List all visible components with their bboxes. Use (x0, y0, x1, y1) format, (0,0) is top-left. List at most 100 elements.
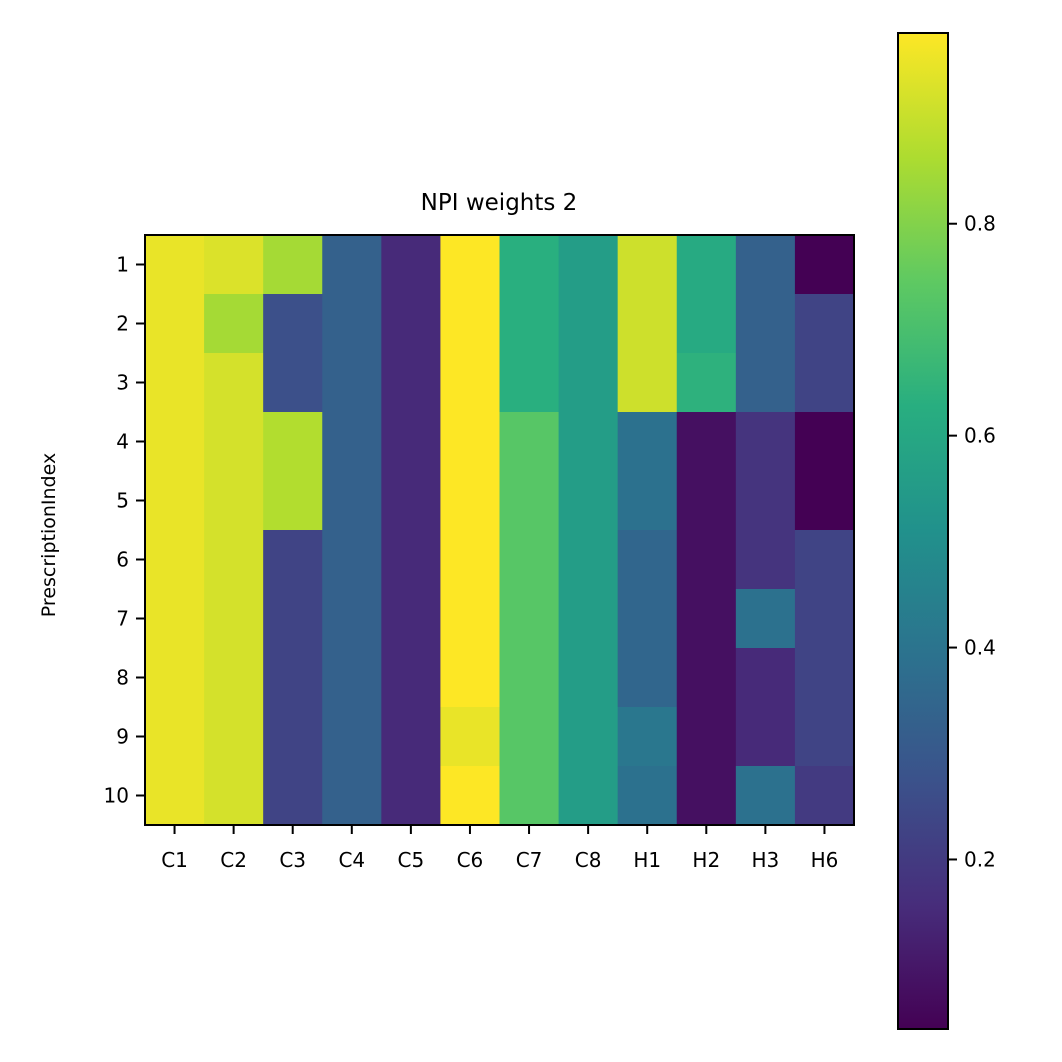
heatmap-cell-r8-c7 (499, 648, 560, 708)
heatmap-cell-r1-c10 (676, 235, 737, 295)
heatmap-cell-r6-c3 (263, 530, 323, 590)
y-tick-label: 4 (116, 430, 129, 454)
heatmap-cell-r3-c6 (440, 353, 501, 413)
heatmap-cell-r5-c9 (617, 471, 678, 531)
heatmap-cell-r6-c8 (558, 530, 619, 590)
heatmap-cell-r7-c8 (558, 589, 619, 649)
heatmap-cell-r10-c9 (617, 766, 678, 826)
heatmap-cell-r5-c2 (204, 471, 264, 531)
heatmap-cell-r8-c10 (676, 648, 737, 708)
heatmap-cell-r9-c12 (794, 707, 855, 767)
heatmap-cell-r4-c10 (676, 412, 737, 472)
heatmap-cell-r1-c3 (263, 235, 323, 295)
heatmap-cell-r9-c9 (617, 707, 678, 767)
heatmap-cell-r4-c4 (322, 412, 382, 472)
colorbar-tick-label: 0.8 (964, 212, 996, 236)
heatmap-cell-r3-c12 (794, 353, 855, 413)
heatmap-cell-r7-c6 (440, 589, 501, 649)
x-tick-label: C4 (338, 848, 365, 872)
heatmap-cell-r7-c11 (735, 589, 796, 649)
heatmap-cell-r6-c5 (381, 530, 442, 590)
heatmap-cell-r1-c5 (381, 235, 442, 295)
heatmap-cell-r6-c7 (499, 530, 560, 590)
heatmap-cell-r2-c11 (735, 294, 796, 354)
heatmap-cell-r9-c4 (322, 707, 382, 767)
heatmap-cell-r6-c10 (676, 530, 737, 590)
y-tick-label: 6 (116, 548, 129, 572)
heatmap-cell-r6-c1 (145, 530, 205, 590)
heatmap-cells (145, 235, 855, 826)
heatmap-cell-r9-c3 (263, 707, 323, 767)
heatmap-cell-r7-c4 (322, 589, 382, 649)
plot-frame (144, 234, 855, 826)
heatmap-cell-r1-c8 (558, 235, 619, 295)
heatmap-cell-r2-c3 (263, 294, 323, 354)
colorbar-tick-label: 0.6 (964, 424, 996, 448)
heatmap-cell-r2-c1 (145, 294, 205, 354)
x-tick-label: C5 (398, 848, 425, 872)
heatmap-cell-r2-c8 (558, 294, 619, 354)
heatmap-cell-r10-c12 (794, 766, 855, 826)
heatmap-cell-r6-c11 (735, 530, 796, 590)
x-tick-label: C8 (575, 848, 602, 872)
heatmap-cell-r3-c1 (145, 353, 205, 413)
heatmap-cell-r1-c2 (204, 235, 264, 295)
heatmap-cell-r8-c6 (440, 648, 501, 708)
heatmap-cell-r7-c12 (794, 589, 855, 649)
heatmap-cell-r4-c11 (735, 412, 796, 472)
y-axis-label: PrescriptionIndex (38, 453, 60, 617)
heatmap-cell-r3-c8 (558, 353, 619, 413)
heatmap-cell-r7-c7 (499, 589, 560, 649)
heatmap-cell-r9-c11 (735, 707, 796, 767)
x-axis-ticks: C1 C2 C3 C4 C5 C6 C7 C8 H1 H2 H3 H6 (161, 825, 838, 872)
heatmap-cell-r3-c9 (617, 353, 678, 413)
heatmap-cell-r10-c2 (204, 766, 264, 826)
heatmap-cell-r9-c10 (676, 707, 737, 767)
heatmap-cell-r10-c8 (558, 766, 619, 826)
heatmap-cell-r3-c3 (263, 353, 323, 413)
heatmap-cell-r5-c11 (735, 471, 796, 531)
heatmap-cell-r4-c8 (558, 412, 619, 472)
heatmap-cell-r2-c4 (322, 294, 382, 354)
heatmap-cell-r1-c11 (735, 235, 796, 295)
heatmap-cell-r6-c6 (440, 530, 501, 590)
heatmap-cell-r5-c7 (499, 471, 560, 531)
heatmap-cell-r3-c4 (322, 353, 382, 413)
heatmap-cell-r8-c5 (381, 648, 442, 708)
heatmap-cell-r2-c7 (499, 294, 560, 354)
heatmap-cell-r2-c10 (676, 294, 737, 354)
heatmap-cell-r9-c5 (381, 707, 442, 767)
heatmap-cell-r4-c9 (617, 412, 678, 472)
heatmap-cell-r9-c6 (440, 707, 501, 767)
heatmap-cell-r10-c10 (676, 766, 737, 826)
heatmap-cell-r1-c1 (145, 235, 205, 295)
heatmap-cell-r7-c5 (381, 589, 442, 649)
y-tick-label: 2 (116, 312, 129, 336)
heatmap-cell-r6-c4 (322, 530, 382, 590)
heatmap-cell-r7-c2 (204, 589, 264, 649)
heatmap-cell-r2-c12 (794, 294, 855, 354)
heatmap-cell-r7-c1 (145, 589, 205, 649)
y-tick-label: 3 (116, 371, 129, 395)
heatmap-cell-r10-c1 (145, 766, 205, 826)
heatmap-cell-r5-c5 (381, 471, 442, 531)
heatmap-cell-r5-c10 (676, 471, 737, 531)
heatmap-cell-r8-c4 (322, 648, 382, 708)
heatmap-cell-r3-c10 (676, 353, 737, 413)
heatmap-cell-r4-c12 (794, 412, 855, 472)
heatmap-cell-r10-c11 (735, 766, 796, 826)
x-tick-label: C3 (279, 848, 306, 872)
y-axis-ticks: 1 2 3 4 5 6 7 8 9 10 (104, 253, 145, 808)
heatmap-cell-r8-c8 (558, 648, 619, 708)
heatmap-cell-r4-c5 (381, 412, 442, 472)
colorbar-tick-label: 0.4 (964, 636, 996, 660)
heatmap-cell-r5-c1 (145, 471, 205, 531)
colorbar (897, 32, 949, 1030)
heatmap-cell-r2-c5 (381, 294, 442, 354)
heatmap-cell-r3-c7 (499, 353, 560, 413)
heatmap-cell-r2-c9 (617, 294, 678, 354)
heatmap-cell-r2-c6 (440, 294, 501, 354)
heatmap-cell-r9-c8 (558, 707, 619, 767)
colorbar-ticks: 0.2 0.4 0.6 0.8 (948, 212, 996, 871)
